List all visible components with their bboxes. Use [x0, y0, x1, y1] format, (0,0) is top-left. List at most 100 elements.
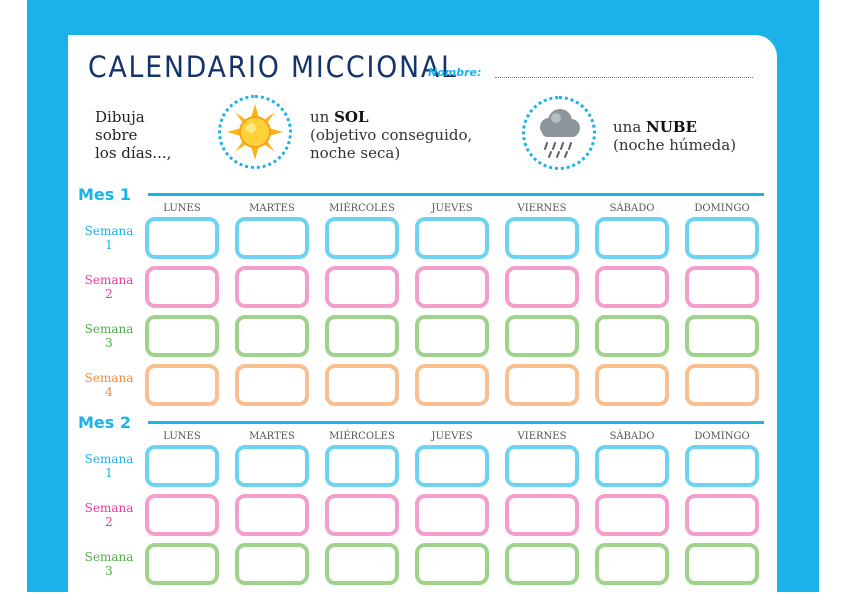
day-cell[interactable]: [685, 315, 759, 357]
day-cell[interactable]: [325, 217, 399, 259]
intro-line-2: sobre: [95, 126, 138, 144]
day-cell[interactable]: [505, 445, 579, 487]
cloud-legend-line-2: (noche húmeda): [613, 136, 737, 154]
week-label-number: 3: [105, 564, 113, 578]
day-cell[interactable]: [595, 315, 669, 357]
day-cell[interactable]: [415, 217, 489, 259]
day-label-6: DOMINGO: [694, 203, 750, 214]
day-cell[interactable]: [505, 543, 579, 585]
day-cell[interactable]: [235, 543, 309, 585]
intro-text: Dibuja sobre los días...,: [95, 108, 171, 162]
week-label-word: Semana: [84, 371, 134, 385]
week-label-word: Semana: [84, 501, 134, 515]
sun-icon: [227, 104, 283, 160]
week-label-number: 2: [105, 515, 113, 529]
name-label: Nombre:: [428, 66, 482, 79]
week-label-number: 1: [105, 238, 113, 252]
month-divider: [148, 421, 764, 424]
day-cell[interactable]: [415, 315, 489, 357]
day-cell[interactable]: [235, 445, 309, 487]
month-divider: [148, 193, 764, 196]
day-cell[interactable]: [235, 315, 309, 357]
day-cell[interactable]: [325, 266, 399, 308]
rain-cloud-icon: [540, 109, 580, 158]
day-cell[interactable]: [595, 543, 669, 585]
day-label-3: JUEVES: [431, 203, 473, 214]
day-label-1: MARTES: [249, 203, 295, 214]
day-cell[interactable]: [145, 217, 219, 259]
intro-line-3: los días...,: [95, 144, 172, 162]
day-cell[interactable]: [595, 445, 669, 487]
week-label-number: 4: [105, 385, 113, 399]
day-cell[interactable]: [145, 445, 219, 487]
day-cell[interactable]: [595, 217, 669, 259]
day-cell[interactable]: [415, 364, 489, 406]
day-cell[interactable]: [415, 543, 489, 585]
day-cell[interactable]: [415, 266, 489, 308]
day-cell[interactable]: [505, 315, 579, 357]
week-label: Semana 4: [76, 371, 142, 399]
day-cell[interactable]: [505, 217, 579, 259]
day-cell[interactable]: [235, 266, 309, 308]
week-label-word: Semana: [84, 452, 134, 466]
day-cell[interactable]: [235, 494, 309, 536]
day-label-2: MIÉRCOLES: [329, 431, 395, 442]
week-label-number: 3: [105, 336, 113, 350]
day-label-4: VIERNES: [517, 203, 567, 214]
week-label: Semana 1: [76, 224, 142, 252]
day-cell[interactable]: [235, 217, 309, 259]
day-label-5: SÁBADO: [609, 203, 655, 214]
day-cell[interactable]: [415, 494, 489, 536]
day-cell[interactable]: [325, 543, 399, 585]
day-cell[interactable]: [685, 445, 759, 487]
day-cell[interactable]: [325, 315, 399, 357]
sun-icon-circle: [218, 95, 292, 169]
month-label: Mes 1: [78, 185, 131, 204]
day-cell[interactable]: [685, 217, 759, 259]
day-cell[interactable]: [505, 364, 579, 406]
sun-legend-line-3: noche seca): [310, 144, 401, 162]
day-cell[interactable]: [145, 494, 219, 536]
day-cell[interactable]: [145, 543, 219, 585]
day-cell[interactable]: [145, 364, 219, 406]
sun-legend-word: SOL: [334, 108, 369, 126]
day-cell[interactable]: [325, 445, 399, 487]
cloud-legend-word: NUBE: [646, 118, 697, 136]
week-label: Semana 3: [76, 322, 142, 350]
week-label-number: 2: [105, 287, 113, 301]
week-label: Semana 1: [76, 452, 142, 480]
day-cell[interactable]: [325, 364, 399, 406]
day-cell[interactable]: [685, 494, 759, 536]
day-cell[interactable]: [685, 364, 759, 406]
day-cell[interactable]: [145, 266, 219, 308]
sun-legend-line-1: un SOL: [310, 108, 472, 126]
sun-legend-prefix: un: [310, 108, 335, 126]
day-label-4: VIERNES: [517, 431, 567, 442]
day-cell[interactable]: [145, 315, 219, 357]
day-label-2: MIÉRCOLES: [329, 203, 395, 214]
day-cell[interactable]: [595, 494, 669, 536]
month-label: Mes 2: [78, 413, 131, 432]
cloud-legend-prefix: una: [613, 118, 647, 136]
day-cell[interactable]: [595, 266, 669, 308]
day-cell[interactable]: [685, 266, 759, 308]
name-field-line[interactable]: [495, 77, 753, 78]
sun-legend-line-2: (objetivo conseguido,: [310, 126, 473, 144]
day-cell[interactable]: [505, 266, 579, 308]
day-label-3: JUEVES: [431, 431, 473, 442]
day-label-0: LUNES: [163, 431, 201, 442]
sun-legend: un SOL (objetivo conseguido, noche seca): [310, 108, 472, 162]
day-cell[interactable]: [505, 494, 579, 536]
day-label-5: SÁBADO: [609, 431, 655, 442]
week-label-number: 1: [105, 466, 113, 480]
week-label: Semana 2: [76, 501, 142, 529]
cloud-legend: una NUBE (noche húmeda): [613, 118, 736, 154]
day-cell[interactable]: [595, 364, 669, 406]
day-cell[interactable]: [235, 364, 309, 406]
day-cell[interactable]: [325, 494, 399, 536]
day-cell[interactable]: [685, 543, 759, 585]
week-label-word: Semana: [84, 224, 134, 238]
week-label-word: Semana: [84, 273, 134, 287]
day-label-0: LUNES: [163, 203, 201, 214]
day-cell[interactable]: [415, 445, 489, 487]
